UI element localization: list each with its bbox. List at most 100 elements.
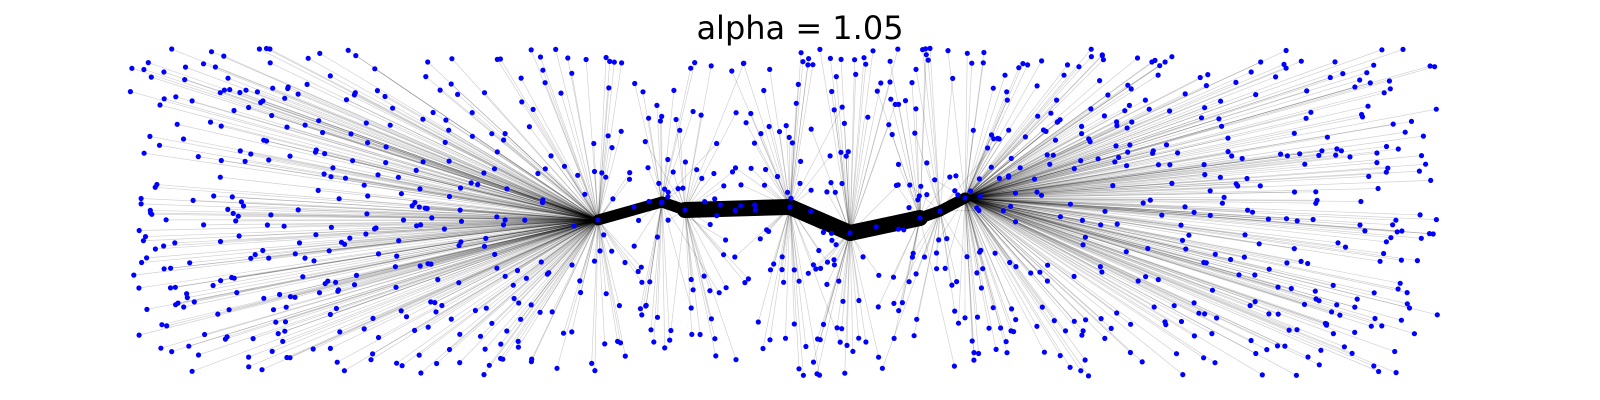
leaf-node <box>430 109 436 116</box>
leaf-node <box>969 60 975 66</box>
leaf-node <box>266 255 272 261</box>
spoke-edge <box>964 197 1213 291</box>
spoke-edge <box>250 219 599 259</box>
leaf-node <box>909 80 915 86</box>
leaf-node <box>439 302 445 309</box>
spoke-edge <box>964 88 1391 199</box>
spoke-edge <box>964 105 1130 199</box>
leaf-node <box>714 140 720 147</box>
leaf-node <box>839 326 845 332</box>
spoke-edge <box>789 206 800 282</box>
leaf-node <box>1338 148 1344 154</box>
spoke-edge <box>653 201 663 343</box>
spoke-edge <box>633 201 663 247</box>
leaf-node <box>363 120 369 126</box>
leaf-node <box>1127 349 1133 356</box>
spoke-edge <box>964 197 1031 274</box>
leaf-node <box>418 370 424 376</box>
spoke-edge <box>259 48 599 221</box>
leaf-node <box>511 295 517 302</box>
leaf-node <box>1341 344 1347 350</box>
spoke-edge <box>939 138 1000 212</box>
leaf-node <box>1332 59 1338 65</box>
spoke-edge <box>914 132 941 212</box>
leaf-node <box>694 167 700 173</box>
spoke-edge <box>964 117 1307 199</box>
leaf-node <box>195 154 201 160</box>
spoke-edge <box>591 219 599 364</box>
spoke-edge <box>211 51 599 221</box>
spoke-edge <box>597 219 620 306</box>
spoke-edge <box>849 81 891 234</box>
spoke-edge <box>964 88 994 199</box>
spoke-edge <box>964 197 1159 280</box>
spoke-edge <box>657 201 663 318</box>
leaf-node <box>1302 161 1308 167</box>
leaf-node <box>456 242 462 249</box>
leaf-node <box>1253 350 1259 357</box>
leaf-node <box>1171 303 1177 309</box>
spoke-edge <box>491 133 599 221</box>
leaf-node <box>457 207 463 213</box>
leaf-node <box>1045 262 1051 268</box>
spoke-edge <box>964 197 1288 264</box>
leaf-node <box>184 291 190 297</box>
leaf-node <box>129 65 135 71</box>
leaf-node <box>820 229 827 235</box>
leaf-node <box>827 55 834 62</box>
leaf-node <box>711 170 717 177</box>
leaf-node <box>582 191 588 197</box>
leaf-node <box>1212 251 1218 257</box>
leaf-node <box>481 243 488 249</box>
spoke-edge <box>344 219 599 371</box>
leaf-node <box>283 304 289 310</box>
spoke-edge <box>924 210 941 258</box>
spoke-edge <box>789 103 797 208</box>
leaf-node <box>640 89 646 95</box>
leaf-node <box>375 334 382 341</box>
spoke-edge <box>130 91 599 221</box>
leaf-node <box>803 343 809 350</box>
spoke-edge <box>294 219 599 298</box>
leaf-node <box>1017 165 1023 171</box>
leaf-node <box>1239 155 1245 162</box>
leaf-node <box>805 62 811 68</box>
leaf-node <box>914 316 920 322</box>
leaf-node <box>161 96 167 102</box>
leaf-node <box>729 169 736 175</box>
spoke-edge <box>964 151 1229 199</box>
leaf-node <box>1273 74 1279 80</box>
leaf-node <box>1433 217 1439 223</box>
leaf-node <box>1253 92 1259 98</box>
leaf-node <box>320 129 326 136</box>
leaf-node <box>1183 246 1189 252</box>
leaf-node <box>233 218 239 224</box>
spoke-edge <box>915 69 941 212</box>
leaf-node <box>1139 359 1145 365</box>
spoke-edge <box>240 150 599 221</box>
leaf-node <box>215 311 221 317</box>
leaf-node <box>418 222 424 228</box>
spoke-edge <box>531 219 599 362</box>
leaf-node <box>891 300 897 306</box>
spoke-edge <box>597 57 607 221</box>
spoke-edge <box>789 206 795 270</box>
leaf-node <box>333 305 339 312</box>
spoke-edge <box>431 217 599 221</box>
spoke-edge <box>783 206 791 283</box>
leaf-node <box>1041 349 1047 355</box>
leaf-node <box>662 345 668 351</box>
leaf-node <box>240 203 247 209</box>
spoke-edge <box>964 197 1422 239</box>
leaf-node <box>1386 78 1392 84</box>
leaf-node <box>1099 269 1105 275</box>
spoke-edge <box>238 215 599 221</box>
leaf-node <box>925 57 931 63</box>
spoke-edge <box>684 209 746 283</box>
spoke-edge <box>505 219 599 277</box>
spoke-edge <box>325 219 599 284</box>
spoke-edge <box>964 110 1170 199</box>
leaf-node <box>1095 156 1101 162</box>
spoke-edge <box>221 125 599 221</box>
spoke-edge <box>964 94 1256 199</box>
